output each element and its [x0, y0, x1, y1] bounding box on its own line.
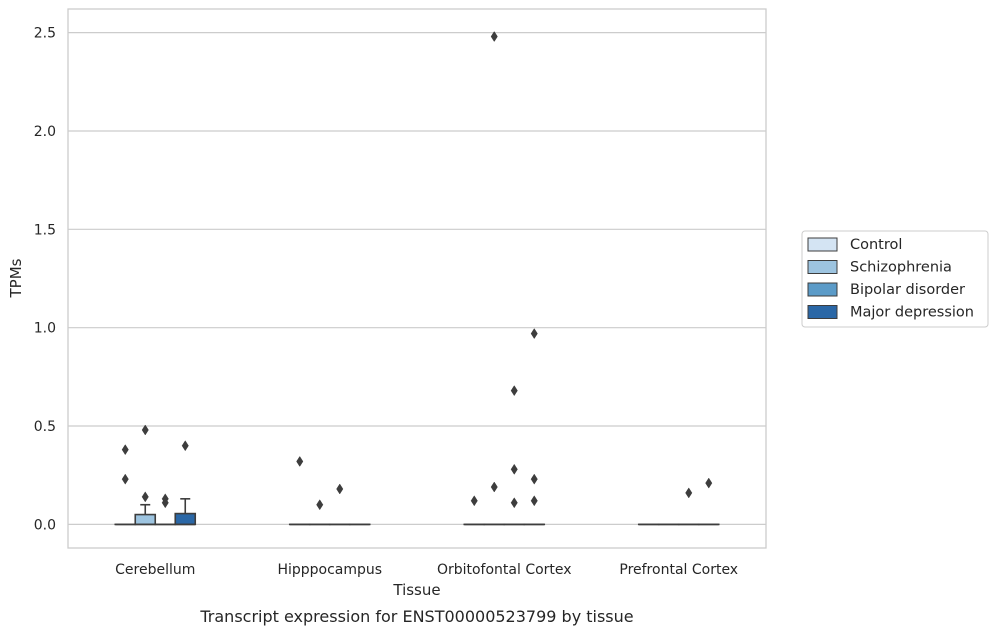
y-axis-label: TPMs	[7, 258, 25, 298]
outlier-point	[685, 487, 693, 499]
legend: Control Schizophrenia Bipolar disorder Majo…	[801, 230, 989, 328]
outlier-point	[510, 463, 518, 475]
x-tick-label: Hipppocampus	[277, 562, 382, 578]
y-tick-label: 0.0	[34, 517, 56, 533]
x-tick-label: Cerebellum	[115, 562, 195, 578]
outlier-point	[530, 495, 538, 507]
legend-label: Major depression	[850, 305, 974, 321]
grid-lines	[68, 32, 766, 525]
plot-frame	[67, 8, 767, 549]
legend-label: Schizophrenia	[850, 260, 952, 276]
box-major-depression	[174, 498, 197, 526]
x-axis-label: Tissue	[392, 581, 440, 599]
y-tick-label: 1.0	[34, 321, 56, 337]
legend-frame	[801, 230, 989, 328]
outlier-point	[161, 497, 169, 509]
box-body	[174, 512, 197, 526]
outlier-point	[336, 483, 344, 495]
y-tick-label: 0.5	[34, 419, 56, 435]
outlier-point	[141, 424, 149, 436]
y-tick-labels: 0.0 0.5 1.0 1.5 2.0 2.5	[34, 26, 56, 534]
outlier-point	[530, 473, 538, 485]
y-tick-label: 2.5	[34, 26, 56, 42]
y-tick-label: 2.0	[34, 124, 56, 140]
outlier-point	[181, 440, 189, 452]
outlier-point	[530, 328, 538, 340]
legend-label: Bipolar disorder	[850, 282, 965, 298]
legend-swatch	[807, 260, 838, 274]
outlier-layer	[121, 31, 713, 511]
x-tick-label: Orbitofontal Cortex	[437, 562, 572, 578]
outlier-point	[470, 495, 478, 507]
legend-swatch	[807, 237, 838, 252]
legend-swatch	[807, 305, 838, 319]
outlier-point	[121, 444, 129, 456]
box-layer	[114, 498, 720, 526]
outlier-point	[316, 499, 324, 511]
x-tick-label: Prefrontal Cortex	[619, 562, 738, 578]
outlier-point	[510, 497, 518, 509]
x-tick-labels: Cerebellum Hipppocampus Orbitofontal Corte…	[115, 562, 738, 578]
outlier-point	[490, 31, 498, 43]
y-tick-label: 1.5	[34, 222, 56, 238]
outlier-point	[705, 477, 713, 489]
outlier-point	[141, 491, 149, 503]
box-schizophrenia	[134, 503, 157, 526]
box-body	[134, 513, 157, 526]
legend-label: Control	[850, 237, 902, 253]
outlier-point	[121, 473, 129, 485]
legend-swatch	[807, 282, 838, 297]
outlier-point	[490, 481, 498, 493]
outlier-point	[296, 455, 304, 467]
outlier-point	[510, 385, 518, 397]
figure-caption: Transcript expression for ENST0000052379…	[199, 607, 633, 626]
